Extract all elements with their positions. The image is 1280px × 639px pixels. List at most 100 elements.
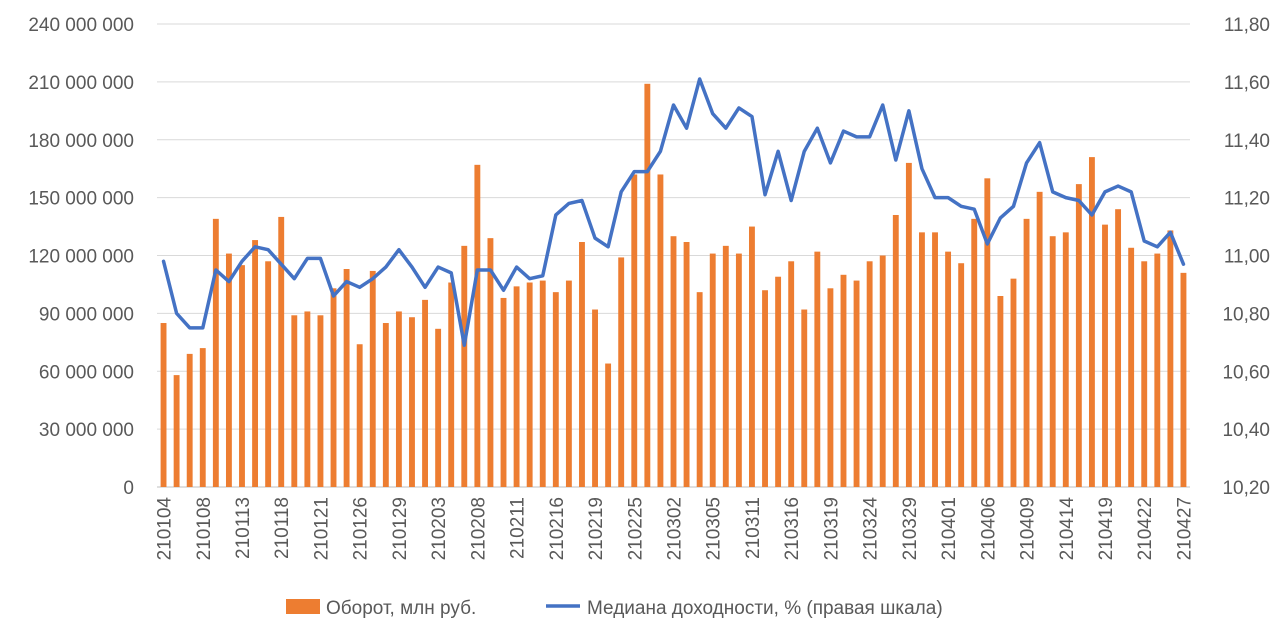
bar bbox=[212, 218, 219, 487]
bar bbox=[278, 216, 285, 488]
bar bbox=[1075, 184, 1082, 487]
x-tick-label: 210409 bbox=[1018, 497, 1039, 560]
bar bbox=[814, 251, 821, 487]
x-tick-label: 210329 bbox=[900, 497, 921, 560]
bar bbox=[395, 311, 402, 487]
x-tick-label: 210121 bbox=[311, 497, 332, 560]
legend-label-turnover: Оборот, млн руб. bbox=[326, 598, 476, 619]
x-tick-label: 210316 bbox=[782, 497, 803, 560]
bar bbox=[866, 261, 873, 487]
bar bbox=[239, 265, 245, 487]
bar bbox=[1023, 218, 1030, 487]
bar bbox=[605, 363, 612, 487]
bar bbox=[500, 297, 507, 487]
bar bbox=[892, 214, 899, 488]
bar bbox=[840, 274, 847, 487]
x-tick-label: 210203 bbox=[429, 497, 450, 560]
bar bbox=[657, 174, 664, 487]
x-tick-label: 210427 bbox=[1174, 497, 1195, 560]
bar bbox=[670, 236, 677, 487]
x-tick-label: 210324 bbox=[861, 497, 882, 561]
bar bbox=[1102, 224, 1108, 487]
x-tick-label: 210126 bbox=[351, 497, 372, 560]
bar bbox=[775, 276, 782, 487]
bar bbox=[827, 288, 834, 487]
bar bbox=[905, 162, 912, 487]
line-series-median-yield bbox=[161, 77, 1186, 347]
legend-label-median-yield: Медиана доходности, % (правая шкала) bbox=[587, 598, 943, 619]
bar bbox=[1062, 232, 1069, 487]
right-tick-label: 10,20 bbox=[1222, 478, 1270, 499]
right-tick-label: 11,80 bbox=[1224, 15, 1270, 36]
bar bbox=[160, 323, 167, 487]
left-tick-label: 60 000 000 bbox=[39, 362, 134, 383]
left-axis-tick-labels: 0 30 000 000 60 000 000 90 000 000 120 000 0… bbox=[28, 15, 134, 499]
bar bbox=[1154, 253, 1161, 487]
bar bbox=[749, 226, 755, 487]
bar bbox=[330, 288, 337, 487]
bar bbox=[513, 286, 520, 487]
bar bbox=[565, 280, 572, 487]
right-tick-label: 11,20 bbox=[1224, 189, 1270, 210]
bar bbox=[958, 263, 965, 487]
bar bbox=[1036, 191, 1043, 487]
legend: Оборот, млн руб. Медиана доходности, % (… bbox=[286, 598, 943, 619]
bar bbox=[1128, 247, 1135, 487]
bar bbox=[722, 245, 729, 487]
bar bbox=[592, 309, 598, 487]
bar bbox=[304, 311, 311, 487]
bar bbox=[1141, 261, 1148, 487]
bar bbox=[343, 269, 350, 487]
right-axis-tick-labels: 10,20 10,40 10,60 10,80 11,00 11,20 11,40 11,60… bbox=[1222, 15, 1270, 499]
bar bbox=[683, 242, 690, 487]
bar bbox=[932, 232, 938, 487]
right-tick-label: 11,60 bbox=[1224, 73, 1270, 94]
x-tick-label: 210219 bbox=[586, 497, 607, 560]
right-tick-label: 11,40 bbox=[1224, 131, 1270, 152]
x-tick-label: 210129 bbox=[390, 497, 411, 560]
left-tick-label: 30 000 000 bbox=[39, 420, 134, 441]
bar bbox=[422, 299, 428, 487]
bar bbox=[631, 174, 638, 487]
bar-series-turnover bbox=[160, 83, 1187, 488]
bar bbox=[762, 290, 768, 487]
bar bbox=[173, 375, 180, 487]
bar bbox=[186, 353, 193, 487]
x-tick-label: 210414 bbox=[1057, 497, 1078, 561]
right-tick-label: 10,40 bbox=[1222, 420, 1270, 441]
bar bbox=[317, 315, 324, 487]
x-tick-label: 210401 bbox=[939, 497, 960, 560]
x-tick-label: 210302 bbox=[665, 497, 686, 560]
left-tick-label: 180 000 000 bbox=[28, 131, 134, 152]
x-tick-label: 210419 bbox=[1096, 497, 1117, 560]
legend-swatch-turnover bbox=[286, 599, 320, 614]
bar bbox=[487, 238, 494, 487]
left-tick-label: 120 000 000 bbox=[28, 247, 134, 268]
right-tick-label: 10,80 bbox=[1222, 304, 1270, 325]
right-tick-label: 11,00 bbox=[1224, 247, 1270, 268]
bar bbox=[1167, 230, 1174, 488]
x-tick-label: 210311 bbox=[743, 497, 764, 559]
left-tick-label: 90 000 000 bbox=[39, 304, 134, 325]
x-tick-label: 210113 bbox=[233, 497, 254, 559]
bar bbox=[997, 296, 1004, 487]
bar bbox=[225, 253, 232, 487]
bar bbox=[735, 253, 742, 487]
bar bbox=[409, 317, 415, 487]
bar bbox=[788, 261, 795, 487]
x-tick-label: 210406 bbox=[978, 497, 999, 560]
x-tick-label: 210208 bbox=[468, 497, 489, 560]
bar bbox=[1180, 272, 1187, 487]
x-tick-label: 210422 bbox=[1135, 497, 1156, 560]
bar bbox=[1049, 236, 1056, 487]
x-tick-label: 210211 bbox=[508, 497, 529, 559]
bar bbox=[984, 178, 991, 487]
bar bbox=[879, 255, 886, 487]
bar bbox=[579, 242, 585, 487]
bar bbox=[539, 280, 546, 487]
left-tick-label: 0 bbox=[123, 478, 134, 499]
x-tick-label: 210104 bbox=[155, 497, 176, 561]
bar bbox=[1115, 209, 1122, 487]
bar bbox=[1088, 157, 1095, 488]
left-tick-label: 150 000 000 bbox=[28, 189, 134, 210]
